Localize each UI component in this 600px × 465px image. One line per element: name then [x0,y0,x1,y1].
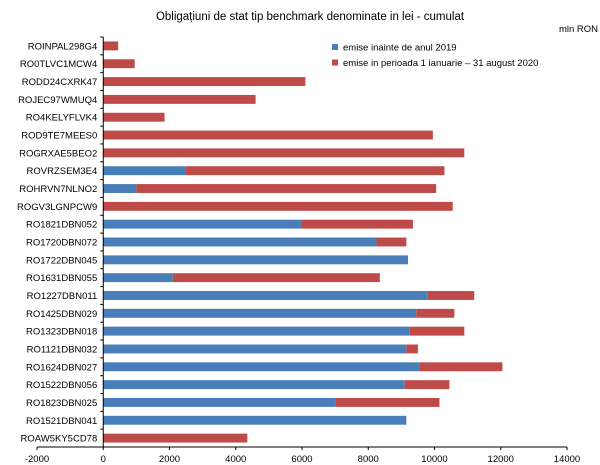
bar-in-2020-6 [103,148,465,158]
category-label: ROINPAL298G4 [28,41,98,52]
category-label: ROHRVN7NLNO2 [19,184,97,195]
x-tick-label: 4000 [225,454,246,465]
x-tick-label: 6000 [291,454,312,465]
category-label: RO1823DBN025 [26,398,97,409]
bar-before-2019-7 [103,166,187,176]
axes-group [36,36,568,450]
unit-label: mln RON [559,24,598,35]
x-tick-label: 14000 [554,454,580,465]
bar-in-2020-2 [103,77,306,87]
bar-in-2020-19 [404,380,450,390]
category-label: RO1624DBN027 [26,362,97,373]
bars-group [103,41,503,443]
x-tick-label: 2000 [159,454,180,465]
category-label: RO1227DBN011 [27,291,98,302]
bar-before-2019-13 [103,273,173,283]
bar-in-2020-5 [103,130,433,140]
bar-in-2020-20 [335,397,440,407]
category-label: RO1521DBN041 [26,416,97,427]
bar-in-2020-8 [136,184,437,193]
bar-in-2020-3 [103,94,256,104]
category-label: RO1323DBN018 [26,327,97,338]
legend-swatch [332,59,338,66]
category-labels: ROINPAL298G4 RO0TLVC1MCW4 RODD24CXRK47 ROJE… [17,41,97,444]
bar-before-2019-8 [103,184,137,193]
legend-swatch [332,44,338,50]
x-tick-labels: -2000 0 2000 4000 6000 8000 10000 12000 14000 [25,454,580,465]
x-tick-label: -2000 [25,454,49,465]
category-label: RO1522DBN056 [26,380,97,391]
category-label: ROAW5KY5CD78 [21,434,98,445]
bar-before-2019-12 [103,255,408,265]
bar-in-2020-18 [419,362,503,372]
x-tick-label: 8000 [358,454,379,465]
category-label: RO1631DBN055 [26,273,97,284]
bar-before-2019-16 [103,326,410,336]
category-label: RO1121DBN032 [27,344,98,355]
bar-before-2019-20 [103,397,336,407]
bar-in-2020-15 [416,308,455,318]
x-tick-label: 12000 [488,454,514,465]
bar-before-2019-19 [103,380,405,390]
chart-title: Obligațiuni de stat tip benchmark denomi… [156,11,465,23]
bar-in-2020-1 [103,59,135,69]
x-tick-label: 10000 [421,454,447,465]
x-tick-label: 0 [101,454,106,465]
category-label: RO1425DBN029 [26,309,97,320]
category-label: RO1722DBN045 [26,255,97,266]
bar-in-2020-0 [103,41,119,51]
bar-in-2020-10 [302,219,413,229]
category-label: RO1821DBN052 [26,220,97,231]
category-label: RODD24CXRK47 [22,77,98,88]
category-label: ROGRXAE5BEO2 [19,148,97,159]
bar-in-2020-9 [103,201,453,211]
legend: emise inainte de anul 2019 emise in perio… [332,43,538,69]
bar-in-2020-11 [376,237,407,247]
bar-before-2019-14 [103,291,428,300]
bar-in-2020-14 [427,291,475,300]
category-label: RO0TLVC1MCW4 [20,59,97,70]
bar-before-2019-11 [103,237,377,247]
bar-in-2020-16 [409,326,465,336]
bar-in-2020-4 [103,112,165,122]
legend-label: emise inainte de anul 2019 [343,43,457,54]
bar-before-2019-15 [103,308,417,318]
bar-before-2019-17 [103,344,407,354]
category-label: ROGV3LGNPCW9 [17,202,97,213]
category-label: ROJEC97WMUQ4 [18,95,97,106]
category-label: ROD9TE7MEES0 [21,131,97,142]
bar-before-2019-21 [103,415,407,425]
category-label: ROVRZSEM3E4 [27,166,98,177]
legend-label: emise in perioada 1 ianuarie – 31 august… [343,58,538,69]
bar-in-2020-17 [406,344,418,354]
category-label: RO4KELYFLVK4 [26,113,97,124]
bar-before-2019-10 [103,219,302,229]
category-label: RO1720DBN072 [26,238,97,249]
bar-in-2020-22 [103,433,248,443]
bar-in-2020-13 [172,273,380,283]
bar-in-2020-7 [186,166,445,176]
bar-before-2019-18 [103,362,420,372]
